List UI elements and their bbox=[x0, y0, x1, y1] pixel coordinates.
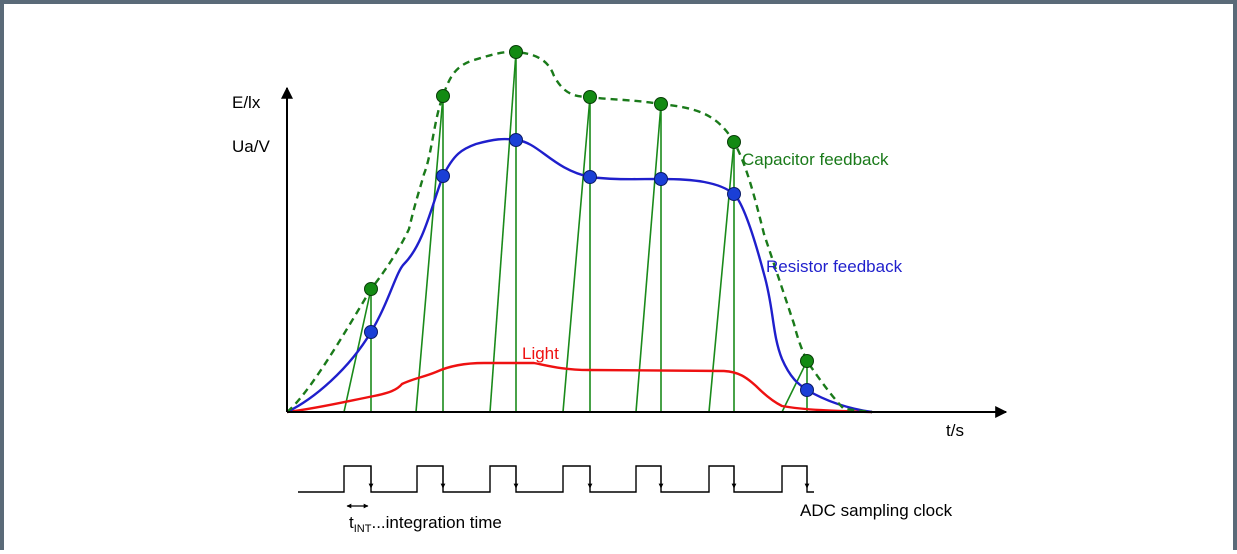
ramp-line bbox=[635, 103, 662, 413]
integration-time-label: tINT...integration time bbox=[349, 513, 502, 535]
resistor-sample-point bbox=[654, 172, 668, 186]
integration-ramps bbox=[343, 51, 808, 413]
clock-label: ADC sampling clock bbox=[800, 501, 953, 520]
resistor-sample-point bbox=[800, 383, 814, 397]
capacitor-feedback-label: Capacitor feedback bbox=[742, 150, 889, 169]
tint-symbol: t bbox=[349, 513, 354, 532]
ramp-line bbox=[489, 51, 517, 413]
capacitor-sample-point bbox=[800, 354, 814, 368]
ramp-line bbox=[562, 96, 591, 413]
capacitor-curve bbox=[286, 50, 873, 414]
resistor-sample-point bbox=[727, 187, 741, 201]
capacitor-sample-point bbox=[509, 45, 523, 59]
light-label: Light bbox=[522, 344, 559, 363]
resistor-sample-point bbox=[364, 325, 378, 339]
adc-sampling-clock: ADC sampling clock tINT...integration ti… bbox=[298, 465, 953, 535]
capacitor-sample-point bbox=[364, 282, 378, 296]
capacitor-sample-point bbox=[436, 89, 450, 103]
y-axis-label-illuminance: E/lx bbox=[232, 93, 261, 112]
x-axis-label: t/s bbox=[946, 421, 964, 440]
resistor-sample-point bbox=[509, 133, 523, 147]
ramp-line bbox=[708, 141, 735, 413]
resistor-feedback-label: Resistor feedback bbox=[766, 257, 903, 276]
light-curve bbox=[286, 361, 873, 414]
integration-diagram: E/lx Ua/V t/s Capacitor feedback Resisto… bbox=[232, 45, 1008, 535]
tint-subscript: INT bbox=[354, 523, 372, 535]
ramp-line bbox=[781, 360, 808, 413]
clock-waveform bbox=[298, 465, 814, 493]
capacitor-sample-point bbox=[583, 90, 597, 104]
resistor-sample-point bbox=[583, 170, 597, 184]
y-axis-label-voltage: Ua/V bbox=[232, 137, 270, 156]
capacitor-sample-point bbox=[654, 97, 668, 111]
tint-description: ...integration time bbox=[371, 513, 501, 532]
ramp-line bbox=[415, 95, 444, 413]
capacitor-sample-point bbox=[727, 135, 741, 149]
resistor-sample-point bbox=[436, 169, 450, 183]
